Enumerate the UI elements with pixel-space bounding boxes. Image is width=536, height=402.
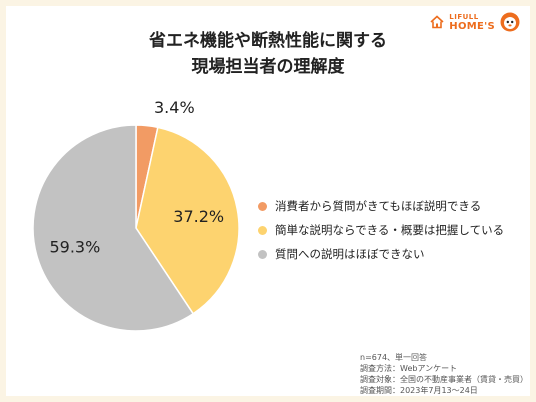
note-sample: n=674、単一回答: [360, 353, 428, 362]
chart-card: 省エネ機能や断熱性能に関する 現場担当者の理解度 LIFULL HOME'S: [6, 6, 530, 396]
legend-swatch-1: [258, 225, 267, 235]
legend-item-0: 消費者から質問がきてもほぼ説明できる: [258, 194, 504, 218]
legend-item-2: 質問への説明はほぼできない: [258, 242, 504, 266]
house-icon: [430, 15, 444, 29]
pie-chart: 3.4% 37.2% 59.3%: [32, 98, 240, 332]
pie-slice-1: [135, 126, 240, 315]
chart-title-line-2: 現場担当者の理解度: [191, 57, 345, 77]
note-period: 調査期間：2023年7月13～24日: [360, 386, 478, 395]
chart-legend: 消費者から質問がきてもほぼ説明できる簡単な説明ならできる・概要は把握している 質問…: [258, 194, 504, 266]
pie-slice-label-0: 3.4%: [154, 98, 195, 117]
mascot-icon: [500, 12, 520, 32]
chart-title-line-1: 省エネ機能や断熱性能に関する: [149, 31, 387, 51]
pie-slice-label-2: 59.3%: [49, 238, 100, 257]
pie-slice-2: [32, 124, 195, 332]
note-method: 調査方法：Webアンケート: [360, 364, 458, 373]
survey-notes: n=674、単一回答 調査方法：Webアンケート 調査対象：全国の不動産事業者（…: [360, 352, 528, 396]
brand-wordmark: LIFULL HOME'S: [449, 13, 495, 32]
note-target: 調査対象：全国の不動産事業者（賃貸・売買）: [360, 375, 528, 384]
legend-swatch-2: [258, 249, 267, 259]
legend-label-1: 簡単な説明ならできる・概要は把握している: [275, 223, 505, 237]
legend-label-0: 消費者から質問がきてもほぼ説明できる: [275, 199, 482, 213]
legend-swatch-0: [258, 201, 267, 211]
brand-wordmark-top: LIFULL: [449, 13, 479, 21]
chart-title: 省エネ機能や断熱性能に関する 現場担当者の理解度: [6, 28, 530, 80]
brand-logo: LIFULL HOME'S: [430, 12, 520, 32]
pie-slice-label-1: 37.2%: [173, 207, 224, 226]
legend-item-1: 簡単な説明ならできる・概要は把握している: [258, 218, 504, 242]
legend-label-2: 質問への説明はほぼできない: [275, 247, 425, 261]
brand-wordmark-bottom: HOME'S: [449, 21, 495, 32]
